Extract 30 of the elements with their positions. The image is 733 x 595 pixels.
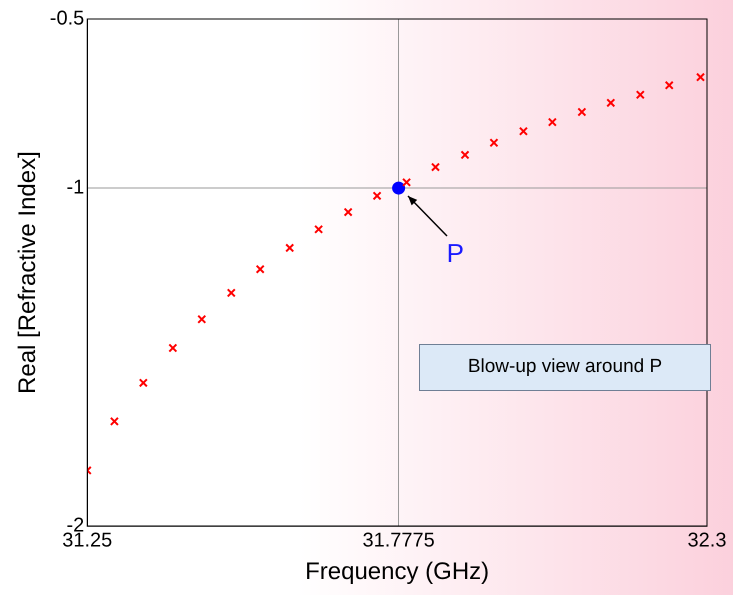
y-axis-title: Real [Refractive Index] <box>14 151 42 394</box>
point <box>548 118 557 127</box>
point <box>256 264 265 274</box>
point <box>489 138 498 148</box>
point <box>285 243 294 252</box>
y-tick-label: -0.5 <box>50 8 84 30</box>
point <box>696 72 706 82</box>
point <box>430 162 440 172</box>
y-tick-label: -1 <box>66 176 84 199</box>
x-tick-label: 31.7775 <box>362 530 435 552</box>
point <box>110 416 119 426</box>
text-box: Blow-up view around P <box>419 344 711 391</box>
point <box>402 178 412 187</box>
x-tick-label: 32.3 <box>688 530 726 552</box>
point <box>460 150 470 160</box>
point <box>226 288 236 298</box>
point <box>344 208 353 217</box>
point <box>392 182 406 195</box>
point <box>314 224 324 234</box>
point <box>168 343 178 353</box>
point <box>606 98 616 108</box>
point <box>518 126 528 136</box>
x-axis-title: Frequency (GHz) <box>305 558 490 586</box>
point <box>577 107 586 117</box>
point <box>197 314 206 324</box>
point <box>664 80 674 90</box>
annotation: P <box>446 238 464 270</box>
point <box>636 90 645 100</box>
point <box>372 191 382 200</box>
point <box>138 378 148 388</box>
